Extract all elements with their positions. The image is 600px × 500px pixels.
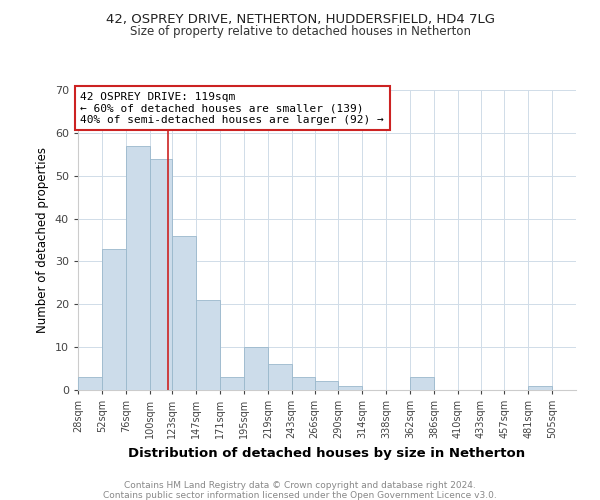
Bar	[126, 146, 149, 390]
Text: 42 OSPREY DRIVE: 119sqm
← 60% of detached houses are smaller (139)
40% of semi-d: 42 OSPREY DRIVE: 119sqm ← 60% of detache…	[80, 92, 384, 124]
Bar	[410, 377, 434, 390]
Bar	[102, 248, 126, 390]
X-axis label: Distribution of detached houses by size in Netherton: Distribution of detached houses by size …	[128, 446, 526, 460]
Bar	[528, 386, 552, 390]
Text: Contains public sector information licensed under the Open Government Licence v3: Contains public sector information licen…	[103, 491, 497, 500]
Text: Contains HM Land Registry data © Crown copyright and database right 2024.: Contains HM Land Registry data © Crown c…	[124, 481, 476, 490]
Bar	[314, 382, 338, 390]
Bar	[78, 377, 102, 390]
Y-axis label: Number of detached properties: Number of detached properties	[36, 147, 49, 333]
Text: 42, OSPREY DRIVE, NETHERTON, HUDDERSFIELD, HD4 7LG: 42, OSPREY DRIVE, NETHERTON, HUDDERSFIEL…	[106, 12, 494, 26]
Bar	[220, 377, 244, 390]
Bar	[196, 300, 220, 390]
Bar	[149, 158, 172, 390]
Text: Size of property relative to detached houses in Netherton: Size of property relative to detached ho…	[130, 25, 470, 38]
Bar	[268, 364, 292, 390]
Bar	[244, 347, 268, 390]
Bar	[338, 386, 362, 390]
Bar	[172, 236, 196, 390]
Bar	[292, 377, 314, 390]
